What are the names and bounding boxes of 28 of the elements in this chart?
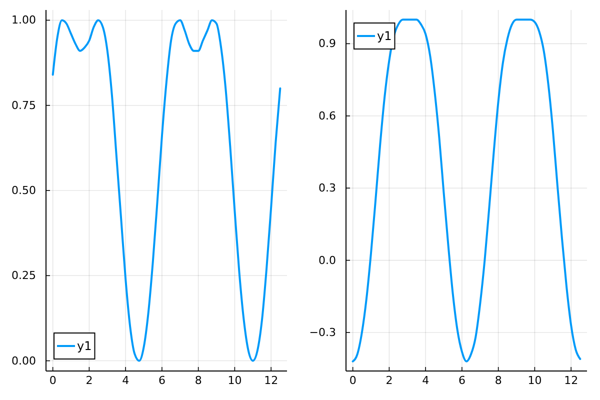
y-tick-label: 0.6 (318, 109, 336, 122)
y-tick-label: 0.9 (318, 37, 336, 50)
x-tick-label: 10 (528, 374, 542, 387)
legend-label: y1 (377, 29, 392, 43)
y-tick-label: 0.75 (12, 98, 36, 112)
x-tick-label: 12 (564, 374, 578, 387)
x-tick-label: 0 (349, 374, 356, 387)
legend-label: y1 (77, 339, 92, 353)
x-tick-label: 8 (194, 374, 202, 387)
x-tick-label: 8 (494, 374, 502, 387)
x-tick-label: 6 (458, 374, 466, 387)
x-tick-label: 4 (422, 374, 430, 387)
y-tick-label: 0.25 (12, 269, 36, 282)
line-series (52, 19, 282, 362)
y-tick-label: 1.00 (12, 14, 36, 27)
y-tick-label: 0.00 (12, 354, 36, 368)
x-tick-label: 2 (386, 374, 393, 387)
y-tick-label: 0.0 (318, 254, 336, 267)
x-tick-label: 2 (86, 374, 93, 387)
x-tick-label: 12 (264, 374, 278, 387)
x-tick-label: 4 (122, 374, 130, 387)
line-series (352, 18, 582, 362)
y-tick-label: 0.50 (12, 184, 36, 198)
y-tick-label: 0.3 (318, 182, 336, 195)
x-tick-label: 0 (49, 374, 56, 387)
y-tick-label: −0.3 (309, 326, 336, 340)
x-tick-label: 10 (228, 374, 242, 387)
x-tick-label: 6 (158, 374, 166, 387)
